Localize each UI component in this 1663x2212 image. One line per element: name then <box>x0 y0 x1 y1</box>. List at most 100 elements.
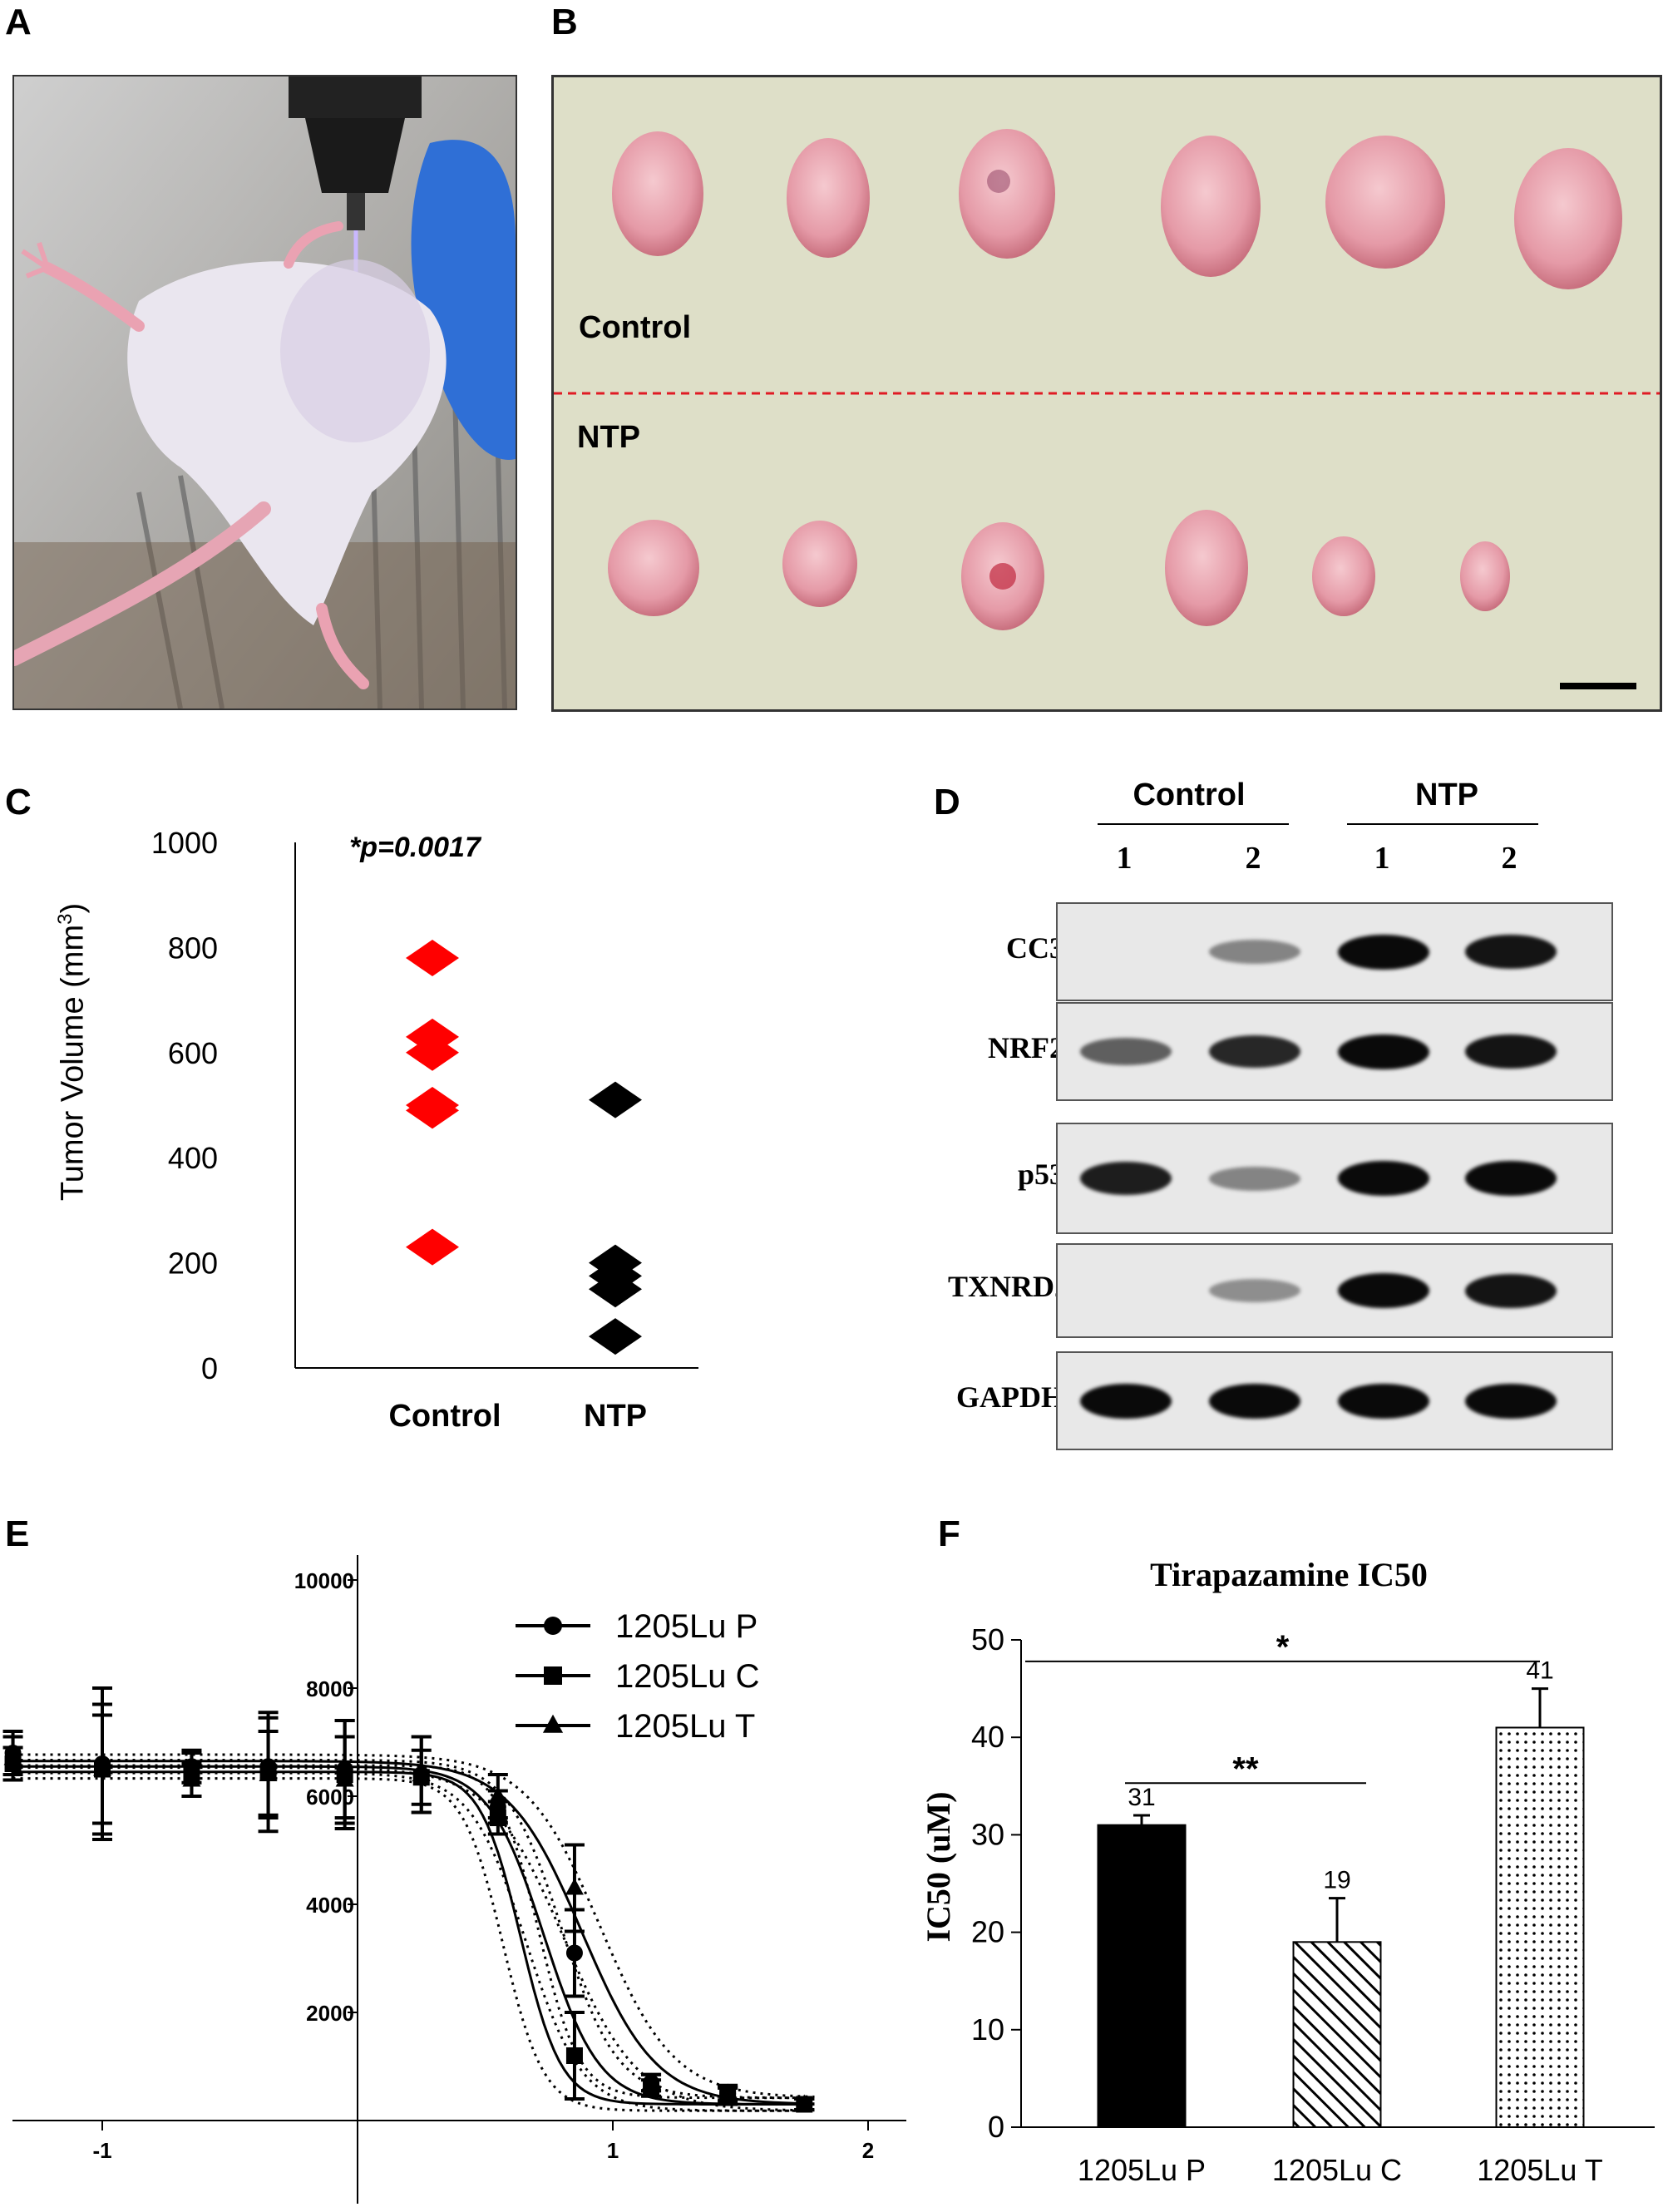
chart-f-ytick-label: 0 <box>988 2110 1004 2144</box>
chart-e-point <box>718 2083 738 2101</box>
blot-strip <box>1056 1351 1613 1450</box>
blot-lane-label: 2 <box>1245 841 1261 876</box>
panel-letter-e: E <box>5 1513 30 1554</box>
chart-e-point <box>412 1765 431 1781</box>
blot-strip <box>1056 1123 1613 1234</box>
blot-lane-label: 1 <box>1116 841 1133 876</box>
blot-band <box>1209 1166 1300 1191</box>
chart-e-xtick-label: -1 <box>92 2138 111 2163</box>
chart-f-bar <box>1495 1726 1585 2128</box>
chart-e-point <box>642 2072 661 2090</box>
chart-e-ytick-label: 2000 <box>306 2001 354 2026</box>
blot-group-line-control <box>1098 823 1289 825</box>
tumor-photo-illustration <box>554 77 1660 709</box>
tumor-photo: Control NTP <box>551 75 1662 712</box>
blot-strip <box>1056 1243 1613 1338</box>
mouse-treatment-photo <box>12 75 517 710</box>
blot-band <box>1465 1273 1557 1308</box>
blot-band <box>1209 1279 1300 1302</box>
blot-band <box>1338 1383 1429 1419</box>
chart-f-ytick-label: 30 <box>971 1817 1004 1851</box>
chart-f-significance-label: * <box>1276 1629 1290 1666</box>
chart-f-ytick-label: 50 <box>971 1622 1004 1657</box>
chart-c-point <box>406 1034 459 1071</box>
chart-e-xtick-label: 1 <box>607 2138 619 2163</box>
chart-e-point <box>565 2047 583 2064</box>
chart-f-ytick-label: 40 <box>971 1720 1004 1754</box>
blot-strip <box>1056 1002 1613 1101</box>
chart-c-category-label: Control <box>388 1399 501 1434</box>
blot-band <box>1080 1383 1172 1419</box>
chart-c-ytick-label: 400 <box>168 1141 218 1175</box>
chart-f-category-label: 1205Lu T <box>1477 2153 1602 2187</box>
blot-band <box>1465 1034 1557 1069</box>
blot-band <box>1209 1035 1300 1068</box>
blot-band <box>1080 1038 1172 1065</box>
chart-c-point <box>589 1318 642 1355</box>
chart-e-confidence-band <box>12 1764 815 2100</box>
chart-e-fit-curve <box>12 1770 815 2106</box>
chart-e-confidence-band <box>12 1759 815 2100</box>
blot-group-ntp: NTP <box>1415 778 1478 812</box>
chart-f-bar <box>1097 1824 1187 2128</box>
blot-row-label: GAPDH <box>956 1380 1064 1414</box>
blot-band <box>1465 935 1557 969</box>
blot-band <box>1465 1161 1557 1196</box>
blot-band <box>1209 940 1300 964</box>
panel-letter-b: B <box>551 2 578 42</box>
chart-e-confidence-band <box>12 1777 815 2112</box>
chart-e-point <box>542 1714 564 1733</box>
chart-e-fit-curve <box>12 1765 815 2106</box>
blot-band <box>1338 1161 1429 1196</box>
chart-e-point <box>488 1786 507 1803</box>
chart-c-ytick-label: 1000 <box>151 826 218 860</box>
blot-strip <box>1056 902 1613 1001</box>
western-blot-panel: Control NTP 1 2 1 2 CC3 NRF2 p53 TXNRD2 GAPDH <box>948 773 1663 1464</box>
chart-f-value-label: 31 <box>1128 1784 1155 1811</box>
chart-c-ytick-label: 600 <box>168 1036 218 1070</box>
chart-c-category-label: NTP <box>584 1399 647 1434</box>
chart-f-significance-label: ** <box>1232 1750 1259 1787</box>
chart-e-point <box>93 1759 111 1776</box>
chart-c-ytick-label: 200 <box>168 1247 218 1281</box>
blot-band <box>1338 1034 1429 1069</box>
chart-c-point <box>589 1081 642 1118</box>
chart-e-point <box>544 1617 562 1635</box>
chart-e-ytick-label: 4000 <box>306 1893 354 1918</box>
panel-letter-a: A <box>5 2 32 42</box>
chart-e-point <box>3 1748 22 1765</box>
panel-letter-f: F <box>938 1513 960 1554</box>
chart-e-xtick-label: 2 <box>862 2138 874 2163</box>
blot-lane-label: 2 <box>1501 841 1517 876</box>
panel-letter-d: D <box>934 782 960 822</box>
chart-e-ytick-label: 8000 <box>306 1676 354 1701</box>
chart-f-category-label: 1205Lu C <box>1272 2153 1402 2187</box>
chart-c-point <box>406 1092 459 1129</box>
chart-c-point <box>406 940 459 977</box>
chart-c-point <box>406 1228 459 1266</box>
blot-band <box>1080 1162 1172 1195</box>
blot-group-control: Control <box>1133 778 1246 812</box>
chart-f-ytick-label: 10 <box>971 2012 1004 2047</box>
chart-e-point <box>565 1878 584 1895</box>
chart-f-ytick-label: 20 <box>971 1915 1004 1949</box>
blot-row-label: p53 <box>1017 1158 1064 1191</box>
blot-band <box>1338 1273 1429 1308</box>
chart-f-category-label: 1205Lu P <box>1078 2153 1206 2187</box>
chart-e-legend-label: 1205Lu T <box>615 1708 755 1745</box>
chart-e-ytick-label: 10000 <box>294 1568 354 1593</box>
chart-e-confidence-band <box>12 1771 815 2112</box>
chart-f-title: Tirapazamine IC50 <box>1150 1556 1428 1593</box>
dose-response-chart: 2000 4000 6000 8000 10000 -1 1 2 1205Lu P 1205Lu… <box>2 1555 906 2204</box>
chart-f-ylabel: IC50 (uM) <box>920 1791 957 1943</box>
mouse-photo-illustration <box>14 77 516 709</box>
ntp-group-label: NTP <box>577 420 640 455</box>
chart-e-fit-curve <box>12 1760 815 2106</box>
blot-band <box>1465 1383 1557 1419</box>
chart-e-legend-label: 1205Lu C <box>615 1658 759 1695</box>
chart-c-point <box>589 1271 642 1308</box>
blot-band <box>1338 934 1429 970</box>
blot-group-line-ntp <box>1347 823 1538 825</box>
blot-band <box>1209 1383 1300 1419</box>
